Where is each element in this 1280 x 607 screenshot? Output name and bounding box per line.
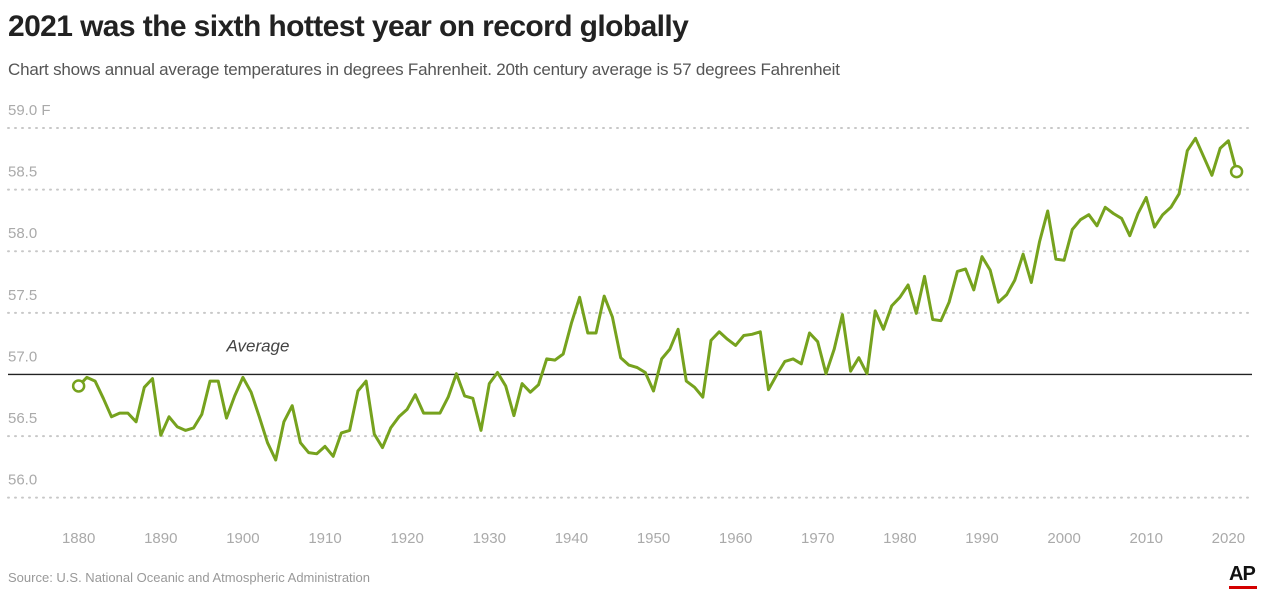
chart-subtitle: Chart shows annual average temperatures … — [8, 60, 840, 79]
highlight-point-2021 — [1229, 164, 1244, 179]
y-tick-label: 56.0 — [8, 472, 37, 489]
x-tick-label: 1970 — [801, 530, 834, 547]
y-tick-label: 59.0 F — [8, 102, 51, 119]
highlight-markers — [71, 164, 1244, 393]
y-tick-label: 57.5 — [8, 287, 37, 304]
x-tick-label: 1940 — [555, 530, 588, 547]
chart-title: 2021 was the sixth hottest year on recor… — [8, 10, 689, 43]
average-label: Average — [225, 336, 289, 355]
x-tick-label: 1990 — [965, 530, 998, 547]
series-line-temperature — [77, 136, 1239, 462]
y-tick-label: 57.0 — [8, 348, 37, 365]
data-points — [77, 137, 1238, 462]
x-tick-label: 1900 — [226, 530, 259, 547]
ap-logo-text: AP — [1229, 563, 1256, 585]
x-axis-ticks: 1880 1890 1900 1910 1920 1930 1940 1950 1960 1970… — [62, 530, 1245, 547]
temperature-line-chart: 59.0 F58.558.057.557.056.556.0 1880 1890 1… — [7, 102, 1253, 547]
x-tick-label: 1930 — [473, 530, 506, 547]
x-tick-label: 1890 — [144, 530, 177, 547]
x-tick-label: 1910 — [308, 530, 341, 547]
x-tick-label: 2000 — [1047, 530, 1080, 547]
x-tick-label: 1880 — [62, 530, 95, 547]
y-tick-label: 58.0 — [8, 225, 37, 242]
y-axis-ticks: 59.0 F 58.5 58.0 57.5 57.0 56.5 56.0 — [8, 102, 51, 489]
y-tick-label: 56.5 — [8, 410, 37, 427]
ap-logo-bar — [1229, 586, 1257, 589]
y-tick-label: 58.5 — [8, 164, 37, 181]
gridlines — [7, 127, 1253, 499]
x-tick-label: 2020 — [1212, 530, 1245, 547]
x-tick-label: 1980 — [883, 530, 916, 547]
source-note: Source: U.S. National Oceanic and Atmosp… — [8, 570, 371, 585]
x-tick-label: 2010 — [1130, 530, 1163, 547]
ap-logo: AP — [1229, 563, 1257, 589]
x-tick-label: 1920 — [390, 530, 423, 547]
highlight-point-1880 — [71, 379, 86, 393]
x-tick-label: 1960 — [719, 530, 752, 547]
x-tick-label: 1950 — [637, 530, 670, 547]
